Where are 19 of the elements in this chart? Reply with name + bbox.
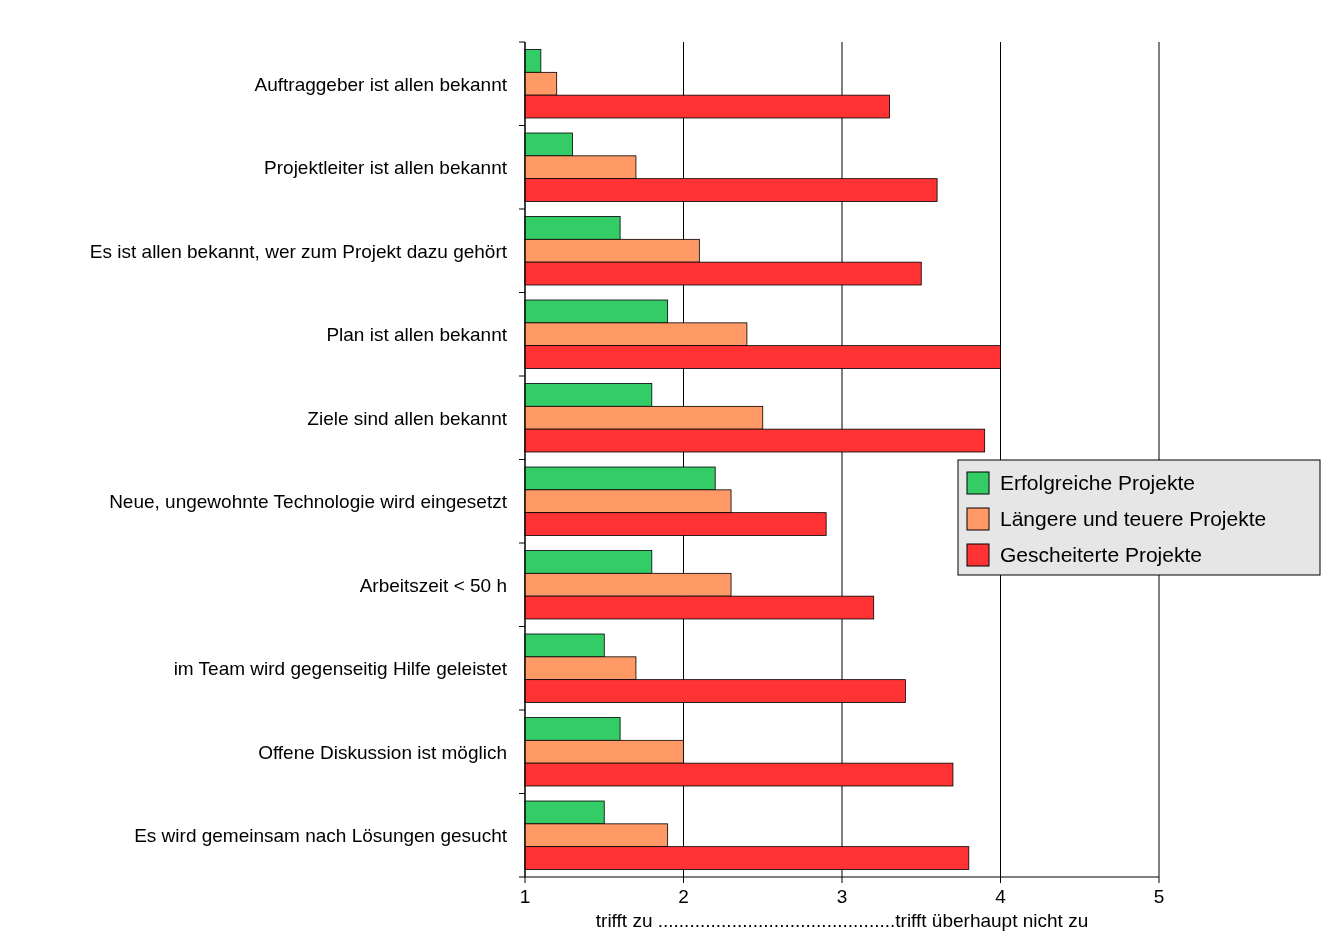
y-tick-label: Plan ist allen bekannt — [326, 324, 508, 346]
x-tick-label: 2 — [678, 886, 689, 907]
legend-label: Erfolgreiche Projekte — [1000, 471, 1195, 494]
x-tick-label: 3 — [836, 886, 848, 907]
x-tick-label: 1 — [519, 886, 531, 907]
x-tick-label: 5 — [1153, 886, 1165, 907]
y-tick-label: Arbeitszeit < 50 h — [359, 574, 507, 596]
y-tick-label: Neue, ungewohnte Technologie wird eingesetzt — [109, 491, 508, 513]
y-tick-label: Offene Diskussion ist möglich — [258, 741, 507, 763]
y-tick-label: Projektleiter ist allen bekannt — [264, 157, 508, 179]
legend-label: Gescheiterte Projekte — [1000, 543, 1202, 566]
y-tick-label: im Team wird gegenseitig Hilfe geleistet — [173, 658, 508, 680]
y-tick-label: Es wird gemeinsam nach Lösungen gesucht — [134, 825, 508, 847]
x-axis-title: trifft zu .............................................trifft überhaupt nicht zu — [595, 910, 1089, 931]
legend-label: Längere und teuere Projekte — [1000, 507, 1267, 530]
y-tick-label: Es ist allen bekannt, wer zum Projekt dazu gehört — [89, 240, 508, 262]
y-tick-label: Ziele sind allen bekannt — [307, 407, 508, 429]
y-tick-label: Auftraggeber ist allen bekannt — [254, 73, 508, 95]
x-tick-label: 4 — [995, 886, 1007, 907]
